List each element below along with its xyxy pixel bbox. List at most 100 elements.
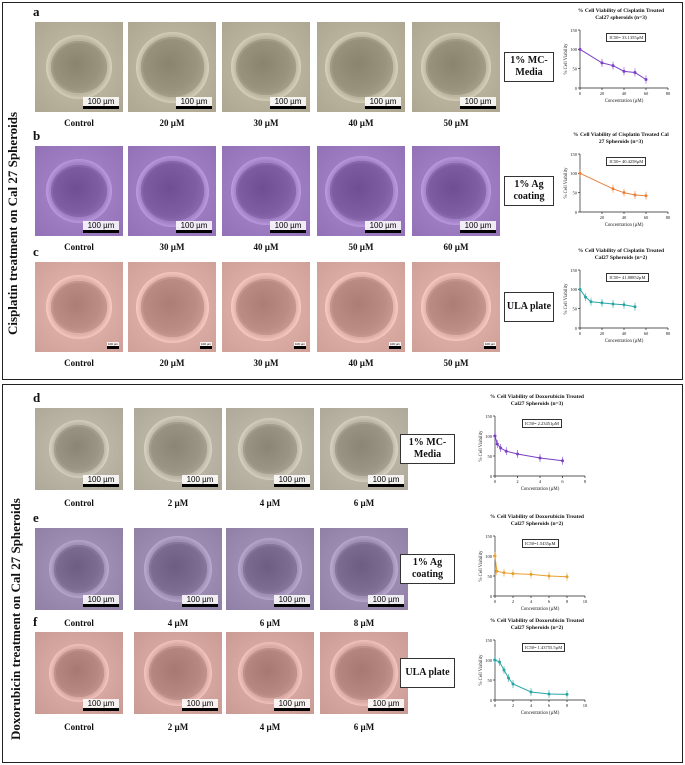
scale-bar-line bbox=[368, 708, 404, 711]
data-point bbox=[511, 682, 515, 686]
y-axis-label: % Cell Viability bbox=[479, 654, 484, 686]
scale-bar-label: 100 µm bbox=[368, 699, 404, 708]
viability-chart: % Cell Viability of Doxorubicin Treated … bbox=[473, 394, 593, 514]
viability-chart: % Cell Viability of Cisplatin Treated Ca… bbox=[558, 8, 676, 126]
scale-bar-line bbox=[83, 708, 119, 711]
scale-bar: 100 µm bbox=[368, 595, 404, 607]
spheroid-micrograph: 100 µm bbox=[222, 22, 310, 112]
spheroid-micrograph: 100 µm bbox=[226, 632, 314, 714]
x-tick-label: 2 bbox=[516, 479, 518, 484]
x-tick-label: 40 bbox=[622, 215, 627, 220]
scale-bar: 100 µm bbox=[83, 699, 119, 711]
scale-bar: 100 µm bbox=[484, 342, 496, 349]
x-tick-label: 8 bbox=[584, 479, 587, 484]
spheroid bbox=[242, 543, 298, 595]
scale-bar-line bbox=[83, 484, 119, 487]
x-tick-label: 0 bbox=[494, 703, 497, 708]
scale-bar: 100 µm bbox=[176, 221, 212, 233]
spheroid-micrograph: 100 µm bbox=[320, 528, 408, 610]
scale-bar-label: 100 µm bbox=[270, 221, 306, 230]
spheroid bbox=[53, 545, 105, 593]
spheroid bbox=[149, 646, 207, 700]
y-tick-label: 50 bbox=[488, 574, 493, 579]
scale-bar-line bbox=[182, 604, 218, 607]
spheroid-micrograph: 100 µm bbox=[412, 262, 500, 352]
concentration-label: Control bbox=[64, 242, 94, 252]
y-axis-label: % Cell Viability bbox=[479, 550, 484, 582]
y-tick-label: 50 bbox=[573, 66, 578, 71]
scale-bar-label: 100 µm bbox=[368, 475, 404, 484]
y-tick-label: 150 bbox=[570, 152, 578, 157]
spheroid-micrograph: 100 µm bbox=[317, 262, 405, 352]
series-line bbox=[494, 435, 563, 462]
spheroid bbox=[329, 37, 393, 97]
concentration-label: 2 µM bbox=[167, 722, 189, 732]
scale-bar-label: 100 µm bbox=[200, 342, 212, 346]
scale-bar-label: 100 µm bbox=[365, 221, 401, 230]
spheroid bbox=[242, 647, 298, 699]
x-tick-label: 0 bbox=[494, 479, 497, 484]
x-tick-label: 60 bbox=[644, 215, 649, 220]
spheroid bbox=[242, 423, 298, 475]
scale-bar: 100 µm bbox=[270, 97, 306, 109]
x-axis-label: Concentration (µM) bbox=[605, 99, 644, 104]
scale-bar-line bbox=[182, 708, 218, 711]
y-tick-label: 50 bbox=[488, 678, 493, 683]
concentration-label: 6 µM bbox=[353, 722, 375, 732]
condition-label: 1% MC- Media bbox=[400, 434, 455, 464]
scale-bar-line bbox=[176, 106, 212, 109]
panel-letter: c bbox=[33, 244, 39, 259]
scale-bar: 100 µm bbox=[274, 699, 310, 711]
series-line bbox=[494, 659, 568, 695]
spheroid-micrograph: 100 µm bbox=[35, 528, 123, 610]
concentration-label: 8 µM bbox=[353, 618, 375, 628]
data-point bbox=[511, 572, 515, 576]
spheroid-micrograph: 100 µm bbox=[128, 146, 216, 236]
data-point bbox=[600, 61, 604, 65]
chart-svg: 0 50 100 150 0 20 40 60 80 Concentration (µM) % Ce… bbox=[564, 28, 671, 104]
scale-bar-label: 100 µm bbox=[176, 97, 212, 106]
scale-bar-line bbox=[274, 484, 310, 487]
chart-title: % Cell Viability of Cisplatin Treated Ca… bbox=[573, 132, 669, 145]
concentration-label: Control bbox=[64, 618, 94, 628]
x-axis-label: Concentration (µM) bbox=[605, 223, 644, 228]
data-point bbox=[633, 193, 637, 197]
scale-bar: 100 µm bbox=[460, 97, 496, 109]
x-tick-label: 40 bbox=[622, 91, 627, 96]
spheroid bbox=[140, 161, 204, 221]
spheroid bbox=[149, 542, 207, 596]
scale-bar-label: 100 µm bbox=[182, 475, 218, 484]
scale-bar: 100 µm bbox=[182, 475, 218, 487]
spheroid bbox=[236, 163, 296, 219]
concentration-label: 30 µM bbox=[253, 118, 279, 128]
viability-chart: % Cell Viability of Cisplatin Treated Ca… bbox=[558, 132, 676, 250]
data-point bbox=[622, 303, 626, 307]
spheroid bbox=[335, 422, 393, 476]
scale-bar-line bbox=[389, 346, 401, 349]
spheroid-micrograph: 100 µm bbox=[412, 146, 500, 236]
x-tick-label: 8 bbox=[566, 703, 569, 708]
spheroid bbox=[426, 163, 486, 219]
y-tick-label: 100 bbox=[570, 47, 578, 52]
data-point bbox=[611, 64, 615, 68]
ic50-box: IC50= 40.4258µM bbox=[606, 157, 647, 166]
ic50-box: IC50= 33.1355µM bbox=[606, 33, 647, 42]
data-point bbox=[578, 47, 582, 51]
chart-svg: 0 50 100 150 0 2 4 6 8 10 Concentration (µM) % Cell… bbox=[479, 638, 588, 716]
scale-bar: 100 µm bbox=[182, 699, 218, 711]
y-axis-label: % Cell Viability bbox=[564, 283, 569, 315]
y-tick-label: 150 bbox=[570, 28, 578, 33]
chart-title: % Cell Viability of Doxorubicin Treated … bbox=[490, 514, 584, 527]
data-point bbox=[529, 572, 533, 576]
data-point bbox=[516, 452, 519, 456]
spheroid-micrograph: 100 µm bbox=[320, 632, 408, 714]
spheroid-micrograph: 100 µm bbox=[317, 22, 405, 112]
scale-bar-label: 100 µm bbox=[460, 97, 496, 106]
x-tick-label: 6 bbox=[548, 599, 551, 604]
y-tick-label: 0 bbox=[575, 86, 578, 91]
condition-label: 1% Ag coating bbox=[504, 176, 554, 206]
spheroid bbox=[426, 279, 486, 335]
scale-bar: 100 µm bbox=[274, 475, 310, 487]
x-tick-label: 40 bbox=[622, 331, 627, 336]
scale-bar-line bbox=[460, 106, 496, 109]
